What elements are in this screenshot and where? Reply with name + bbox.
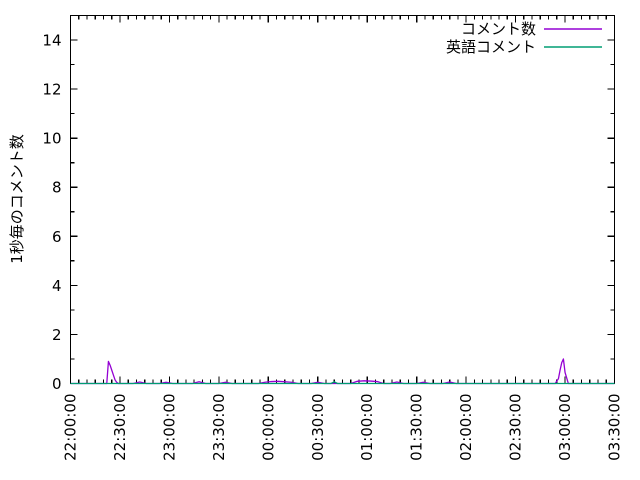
legend-label-1: 英語コメント: [446, 38, 536, 56]
y-tick-label: 12: [42, 81, 61, 99]
y-tick-label: 10: [42, 130, 61, 148]
x-axis-ticks: 22:00:00 22:30:00 23:00:00 23:30:00 00:00:00…: [62, 15, 624, 461]
x-tick-label: 00:00:00: [259, 394, 277, 461]
x-tick-label: 03:30:00: [606, 394, 624, 461]
y-axis-title: 1秒毎のコメント数: [8, 134, 26, 264]
y-tick-label: 4: [52, 277, 62, 295]
series-line-1: [70, 381, 615, 385]
x-tick-label: 03:00:00: [556, 394, 574, 461]
x-tick-label: 02:00:00: [457, 394, 475, 461]
y-axis-ticks: 0 2 4 6 8 10 12 14: [42, 32, 615, 393]
x-tick-label: 23:30:00: [210, 394, 228, 461]
x-tick-label: 00:30:00: [309, 394, 327, 461]
legend-label-0: コメント数: [461, 20, 536, 38]
plot-frame: [69, 14, 616, 385]
y-tick-label: 0: [52, 375, 62, 393]
data-series-group: [70, 358, 615, 385]
minor-ticks: [78, 15, 607, 384]
y-tick-label: 14: [42, 32, 61, 50]
y-tick-label: 2: [52, 326, 62, 344]
x-tick-label: 23:00:00: [160, 394, 178, 461]
x-tick-label: 22:30:00: [111, 394, 129, 461]
x-tick-label: 01:00:00: [358, 394, 376, 461]
x-tick-label: 22:00:00: [62, 394, 80, 461]
y-tick-label: 6: [52, 228, 62, 246]
y-tick-label: 8: [52, 179, 62, 197]
x-tick-label: 01:30:00: [408, 394, 426, 461]
x-tick-label: 02:30:00: [507, 394, 525, 461]
